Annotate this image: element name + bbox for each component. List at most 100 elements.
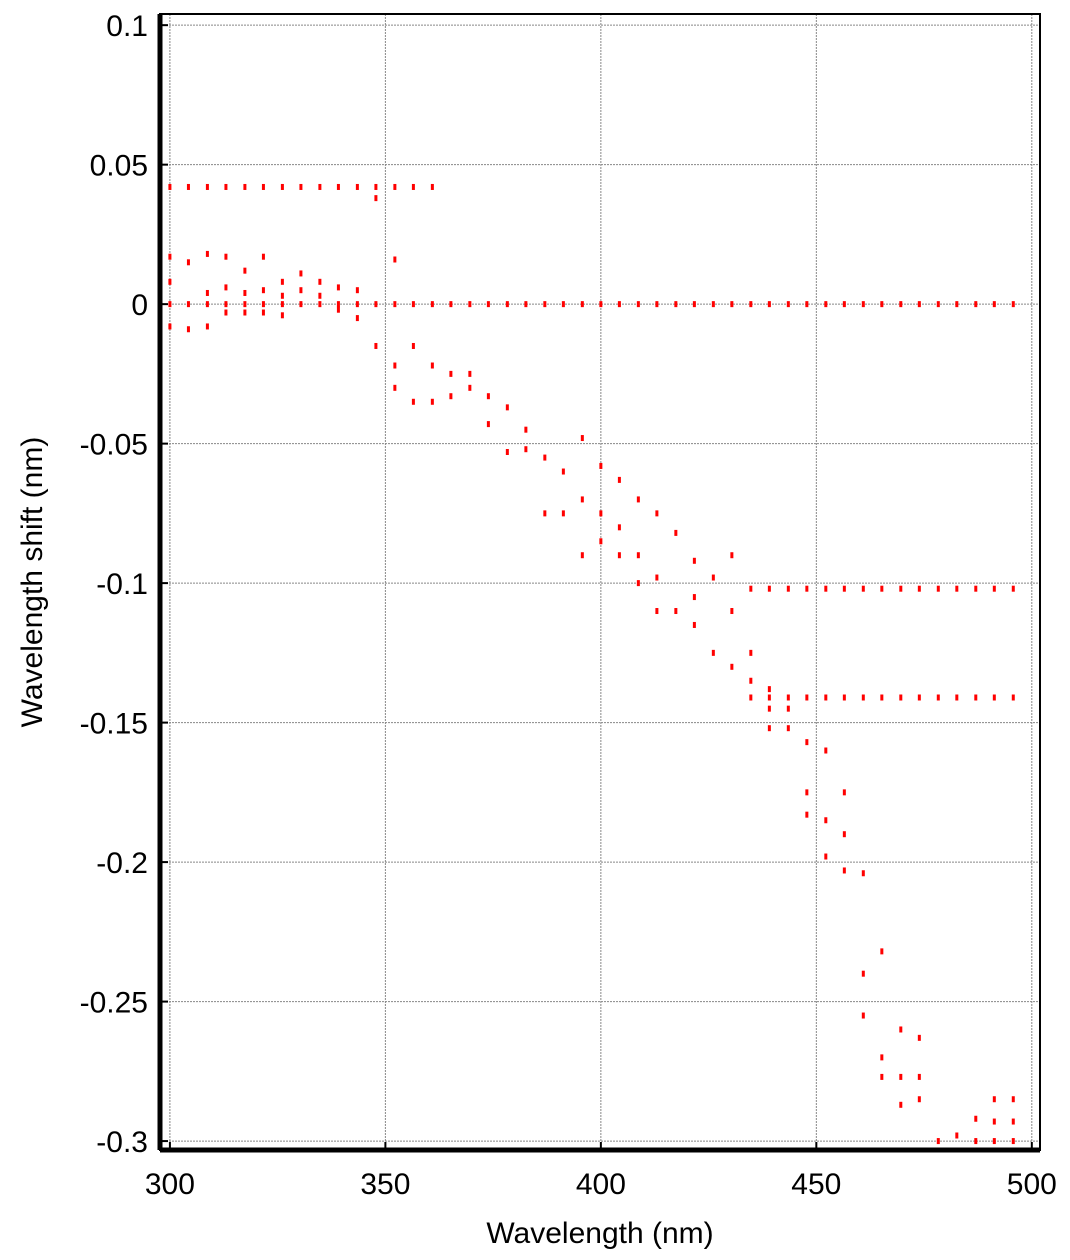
point	[393, 384, 397, 391]
point	[955, 301, 959, 308]
point	[599, 462, 603, 469]
point	[243, 301, 247, 308]
point	[767, 301, 771, 308]
point	[449, 393, 453, 400]
point	[393, 301, 397, 308]
point	[842, 301, 846, 308]
point	[543, 301, 547, 308]
point	[299, 301, 303, 308]
point	[430, 301, 434, 308]
point	[749, 694, 753, 701]
point	[805, 585, 809, 592]
point	[899, 1073, 903, 1080]
point	[1011, 301, 1015, 308]
point	[936, 1138, 940, 1145]
plot-frame	[159, 13, 1041, 1151]
point	[411, 342, 415, 349]
point	[374, 342, 378, 349]
point	[917, 1034, 921, 1041]
point	[168, 183, 172, 190]
point	[299, 287, 303, 294]
point	[842, 694, 846, 701]
point	[880, 301, 884, 308]
point	[580, 496, 584, 503]
point	[674, 529, 678, 536]
point	[805, 694, 809, 701]
point	[543, 454, 547, 461]
point	[824, 747, 828, 754]
point	[805, 789, 809, 796]
point	[974, 1138, 978, 1145]
point	[936, 301, 940, 308]
point	[411, 301, 415, 308]
point	[280, 278, 284, 285]
point	[636, 496, 640, 503]
point	[430, 362, 434, 369]
point	[261, 183, 265, 190]
point	[449, 370, 453, 377]
point	[411, 398, 415, 405]
point	[224, 309, 228, 316]
point	[917, 585, 921, 592]
point	[861, 301, 865, 308]
x-tick-label: 350	[360, 1168, 410, 1201]
point	[824, 817, 828, 824]
point	[336, 301, 340, 308]
point	[711, 574, 715, 581]
point	[861, 1012, 865, 1019]
x-tick-label: 300	[145, 1168, 195, 1201]
point	[280, 183, 284, 190]
point	[711, 649, 715, 656]
point	[299, 183, 303, 190]
point	[655, 608, 659, 615]
point	[430, 183, 434, 190]
point	[430, 398, 434, 405]
point	[449, 301, 453, 308]
point	[917, 1073, 921, 1080]
point	[393, 183, 397, 190]
point	[955, 585, 959, 592]
point	[880, 1073, 884, 1080]
point	[580, 301, 584, 308]
point	[917, 1096, 921, 1103]
point	[1011, 1138, 1015, 1145]
x-axis-label: Wavelength (nm)	[486, 1217, 713, 1250]
point	[505, 448, 509, 455]
point	[186, 326, 190, 333]
point	[468, 384, 472, 391]
point	[655, 301, 659, 308]
point	[411, 183, 415, 190]
y-tick-label: 0	[131, 289, 148, 322]
point	[767, 585, 771, 592]
point	[824, 301, 828, 308]
point	[842, 789, 846, 796]
point	[899, 301, 903, 308]
point	[936, 694, 940, 701]
point	[1011, 1118, 1015, 1125]
point	[280, 312, 284, 319]
point	[974, 1115, 978, 1122]
point	[861, 585, 865, 592]
point	[318, 301, 322, 308]
y-tick-label: -0.05	[80, 429, 148, 462]
point	[917, 694, 921, 701]
point	[617, 301, 621, 308]
y-tick-label: 0.05	[90, 150, 148, 183]
point	[205, 250, 209, 257]
point	[580, 435, 584, 442]
point	[842, 585, 846, 592]
point	[824, 585, 828, 592]
point	[992, 301, 996, 308]
point	[205, 301, 209, 308]
point	[205, 183, 209, 190]
point	[486, 301, 490, 308]
point	[786, 725, 790, 732]
point	[767, 725, 771, 732]
point	[599, 538, 603, 545]
point	[280, 301, 284, 308]
point	[805, 301, 809, 308]
point	[992, 1096, 996, 1103]
point	[243, 183, 247, 190]
y-tick-label: -0.25	[80, 987, 148, 1020]
point	[261, 287, 265, 294]
